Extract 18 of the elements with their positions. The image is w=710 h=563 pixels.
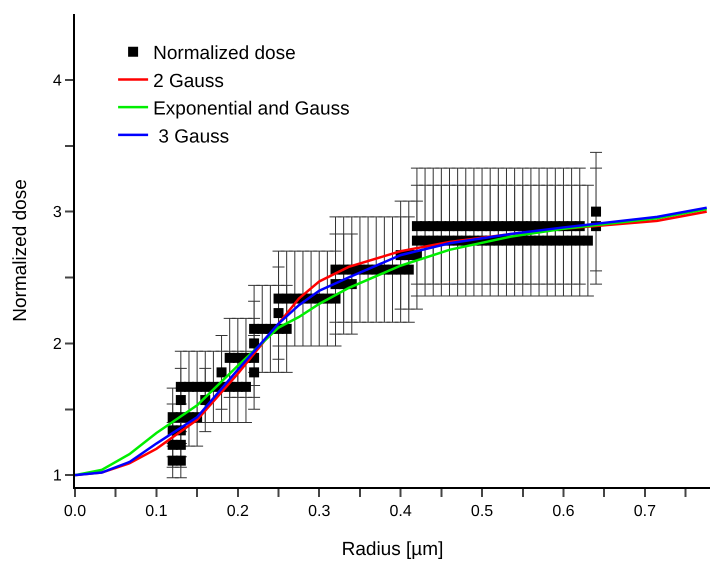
legend-label: Normalized dose: [153, 43, 296, 64]
x-axis-title: Radius [µm]: [342, 539, 444, 560]
y-tick-label: 2: [52, 336, 62, 353]
x-tick-label: 0.7: [634, 503, 656, 520]
x-tick-label: 0.2: [226, 503, 250, 520]
y-axis-title: Normalized dose: [10, 179, 31, 322]
x-tick-label: 0.0: [64, 503, 86, 520]
legend-label: Exponential and Gauss: [153, 98, 350, 120]
x-tick-label: 0.1: [145, 503, 168, 520]
y-tick-label: 1: [52, 468, 62, 485]
y-tick-label: 3: [52, 204, 62, 222]
x-tick-label: 0.5: [470, 503, 494, 520]
x-tick-label: 0.4: [390, 503, 412, 520]
x-tick-label: 0.6: [552, 503, 575, 520]
legend-label: 3 Gauss: [153, 126, 230, 148]
y-tick-label: 4: [52, 72, 62, 90]
x-tick-label: 0.3: [308, 503, 330, 520]
legend-label: 2 Gauss: [153, 70, 224, 92]
